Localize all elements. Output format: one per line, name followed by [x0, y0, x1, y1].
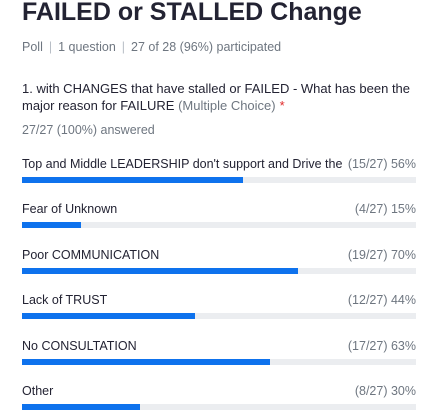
option-label: No CONSULTATION: [22, 339, 137, 353]
option-bar-fill: [22, 222, 82, 228]
option-stats: (15/27) 56%: [347, 157, 416, 171]
poll-type: Poll: [22, 40, 43, 54]
option-bar-fill: [22, 268, 298, 274]
participation-count: 27 of 28 (96%) participated: [131, 40, 282, 54]
poll-option: Other (8/27) 30%: [22, 384, 416, 416]
option-stats: (17/27) 63%: [347, 339, 416, 353]
option-bar-fill: [22, 313, 196, 319]
question-text-block: 1. with CHANGES that have stalled or FAI…: [22, 80, 422, 114]
option-stats: (12/27) 44%: [347, 293, 416, 307]
poll-option: Top and Middle LEADERSHIP don't support …: [22, 157, 416, 189]
poll-option: Fear of Unknown (4/27) 15%: [22, 202, 416, 234]
question-choice-type: (Multiple Choice): [178, 98, 276, 113]
meta-separator: |: [48, 40, 53, 54]
poll-option: Lack of TRUST (12/27) 44%: [22, 293, 416, 325]
option-label: Top and Middle LEADERSHIP don't support …: [22, 157, 342, 171]
question-text: 1. with CHANGES that have stalled or FAI…: [22, 81, 411, 113]
poll-option: No CONSULTATION (17/27) 63%: [22, 339, 416, 371]
option-bar-fill: [22, 177, 243, 183]
answered-count: 27/27 (100%) answered: [22, 123, 155, 137]
poll-option: Poor COMMUNICATION (19/27) 70%: [22, 248, 416, 280]
option-label: Lack of TRUST: [22, 293, 108, 307]
option-bar-fill: [22, 404, 141, 410]
option-label: Poor COMMUNICATION: [22, 248, 160, 262]
meta-separator: |: [121, 40, 126, 54]
option-bar-track: [22, 222, 416, 228]
poll-title: FAILED or STALLED Change: [22, 0, 362, 26]
option-bar-track: [22, 359, 416, 365]
option-label: Fear of Unknown: [22, 202, 118, 216]
poll-meta: Poll | 1 question | 27 of 28 (96%) participa…: [22, 40, 281, 54]
option-bar-track: [22, 313, 416, 319]
option-bar-track: [22, 404, 416, 410]
option-bar-track: [22, 268, 416, 274]
required-marker: *: [279, 98, 285, 113]
option-stats: (8/27) 30%: [354, 384, 416, 398]
option-label: Other: [22, 384, 54, 398]
option-stats: (4/27) 15%: [354, 202, 416, 216]
question-count: 1 question: [58, 40, 116, 54]
option-bar-fill: [22, 359, 271, 365]
option-stats: (19/27) 70%: [347, 248, 416, 262]
option-bar-track: [22, 177, 416, 183]
